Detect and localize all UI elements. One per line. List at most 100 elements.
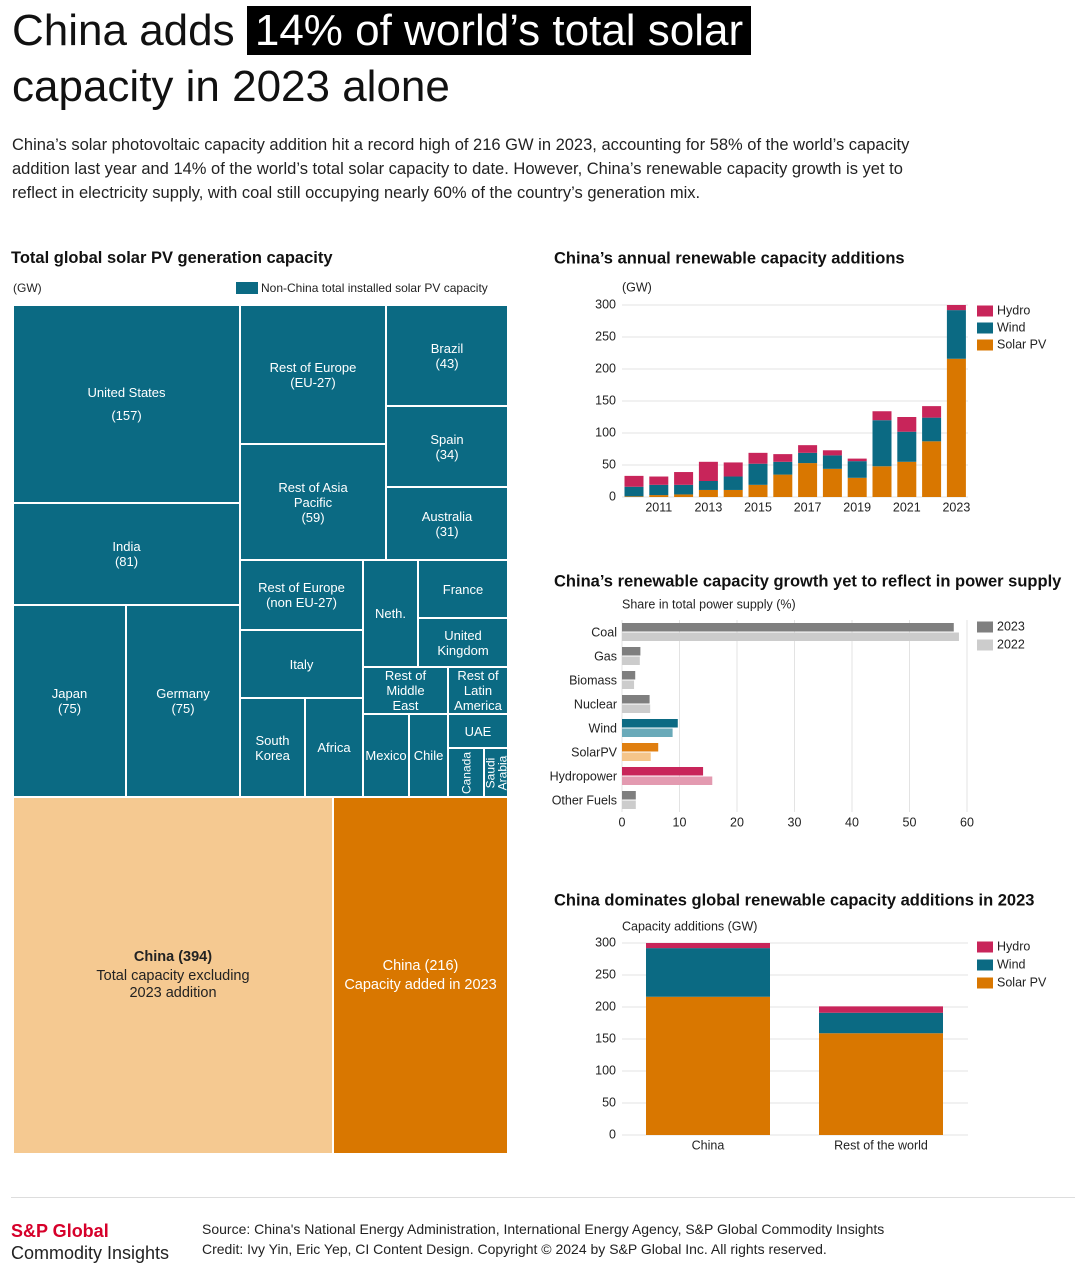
headline: China adds 14% of world’s total solar cap…	[12, 3, 752, 115]
y-tick-label: 100	[595, 425, 616, 439]
cell-name: India	[112, 539, 141, 554]
cell-name: Italy	[289, 656, 314, 672]
bar-segment	[922, 406, 942, 418]
cell-name: Rest of Middle East	[384, 668, 427, 713]
treemap-cell: South Korea	[240, 698, 305, 797]
bar	[622, 704, 651, 713]
bar-segment	[649, 484, 669, 496]
treemap-cell: Japan (75)	[13, 605, 126, 797]
bar-segment	[872, 466, 892, 497]
bar	[622, 695, 650, 704]
treemap-cell: Canada	[448, 748, 484, 797]
y-tick-label: 300	[595, 935, 616, 949]
cell-value: (31)	[435, 523, 459, 539]
cell-name: Chile	[413, 748, 444, 763]
cell-value: (81)	[114, 554, 139, 569]
bar-segment	[674, 484, 694, 495]
bar	[622, 671, 636, 680]
bar-segment	[847, 477, 867, 497]
treemap-unit: (GW)	[13, 281, 42, 295]
bar	[622, 752, 651, 761]
category-label: Hydropower	[550, 769, 617, 783]
treemap-cell: United Kingdom	[418, 618, 508, 667]
y-tick-label: 250	[595, 967, 616, 981]
bar-segment	[798, 452, 818, 464]
legend-swatch	[977, 941, 993, 953]
legend-label: 2022	[997, 637, 1025, 651]
source: Source: China's National Energy Administ…	[202, 1221, 885, 1237]
treemap-cell: Rest of Middle East	[363, 667, 448, 714]
x-tick-label: 2013	[694, 500, 722, 514]
bar-segment	[872, 411, 892, 421]
category-label: Gas	[594, 649, 617, 663]
x-tick-label: Rest of the world	[834, 1138, 928, 1152]
cell-name: Australia	[421, 508, 473, 524]
bar-segment	[649, 476, 669, 485]
cell-value: (34)	[435, 446, 459, 462]
bar-segment	[723, 462, 743, 477]
bar	[622, 728, 673, 737]
legend-label: Solar PV	[997, 337, 1047, 351]
chart-title: China’s annual renewable capacity additi…	[554, 249, 905, 267]
bar-segment	[897, 461, 917, 497]
cell-name: France	[442, 581, 484, 597]
treemap-cell: Rest of Europe (EU-27)	[240, 305, 386, 444]
brand-sub: Commodity Insights	[11, 1243, 170, 1263]
legend-swatch	[977, 977, 993, 989]
bar-segment	[798, 445, 818, 453]
bar-segment	[748, 452, 768, 464]
y-tick-label: 50	[602, 1095, 616, 1109]
y-tick-label: 50	[602, 457, 616, 471]
y-tick-label: 0	[609, 1127, 616, 1141]
bar-segment	[646, 948, 770, 997]
cell-value: (43)	[435, 355, 459, 371]
x-tick-label: 2019	[843, 500, 871, 514]
cell-name: Africa	[317, 740, 351, 755]
legend-swatch	[977, 621, 993, 633]
treemap-cell: Africa	[305, 698, 363, 797]
legend-label: Hydro	[997, 939, 1030, 953]
headline-highlight: 14% of world’s total solar	[246, 6, 752, 55]
axis-label: Share in total power supply (%)	[622, 597, 796, 611]
treemap-cell: France	[418, 560, 508, 618]
bar-segment	[646, 943, 770, 949]
cell-name: South Korea	[255, 732, 290, 763]
cell-name: UAE	[464, 723, 492, 739]
legend-label: 2023	[997, 619, 1025, 633]
bar-segment	[624, 496, 644, 497]
treemap-cell: Neth.	[363, 560, 418, 667]
subtitle: China’s solar photovoltaic capacity addi…	[12, 136, 910, 202]
axis-label: Capacity additions (GW)	[622, 919, 757, 933]
credit: Credit: Ivy Yin, Eric Yep, CI Content De…	[202, 1241, 827, 1257]
bar-segment	[822, 450, 842, 456]
bar-segment	[922, 441, 942, 497]
bar	[622, 680, 635, 689]
bar-segment	[674, 472, 694, 485]
legend-swatch	[977, 639, 993, 651]
bar-segment	[748, 463, 768, 485]
treemap-cell: Rest of Europe (non EU-27)	[240, 560, 363, 630]
treemap-cell: Brazil (43)	[386, 305, 508, 406]
cell-value: (157)	[111, 408, 142, 423]
x-tick-label: 2015	[744, 500, 772, 514]
bar-segment	[946, 305, 966, 311]
bar-segment	[624, 486, 644, 497]
treemap-title: Total global solar PV generation capacit…	[11, 249, 333, 267]
category-label: Coal	[591, 625, 617, 639]
y-tick-label: 150	[595, 393, 616, 407]
x-tick-label: China	[692, 1138, 725, 1152]
bar-segment	[897, 417, 917, 432]
category-label: Wind	[589, 721, 618, 735]
x-tick-label: 50	[903, 815, 917, 829]
treemap-cell: Italy	[240, 630, 363, 698]
legend-label: Wind	[997, 320, 1026, 334]
chart-title: China’s renewable capacity growth yet to…	[554, 572, 1062, 590]
footer-rule	[11, 1197, 1075, 1198]
brand: S&P Global	[11, 1221, 109, 1241]
category-label: SolarPV	[571, 745, 618, 759]
treemap-cell: Spain (34)	[386, 406, 508, 487]
cell-name: Neth.	[374, 606, 407, 621]
treemap-cell: Germany (75)	[126, 605, 240, 797]
